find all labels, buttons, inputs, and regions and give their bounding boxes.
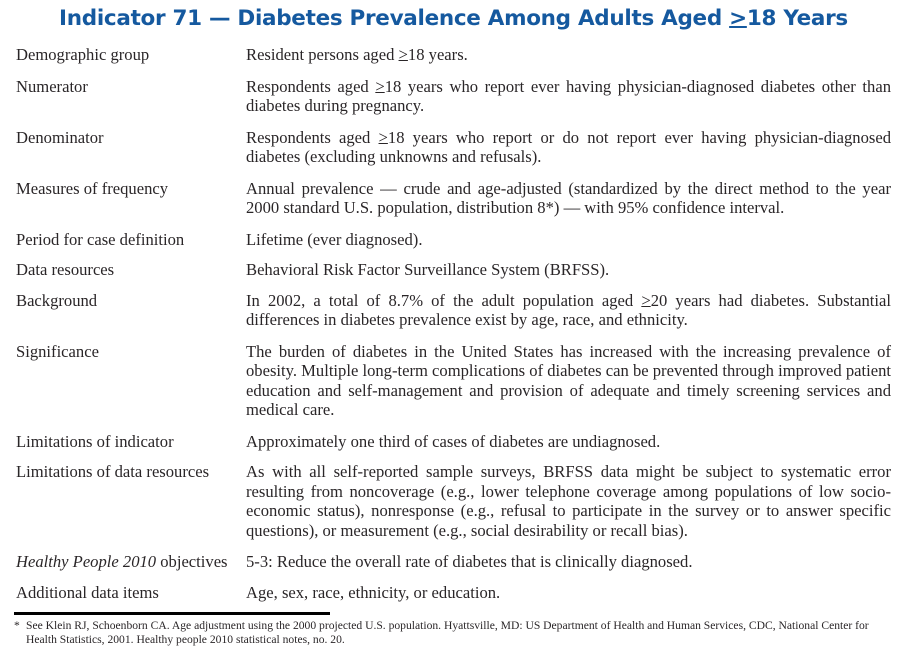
row-value-pre: In 2002, a total of 8.7% of the adult po… [246,290,642,310]
row-value: Behavioral Risk Factor Surveillance Syst… [246,260,610,279]
row-value-post: 20 years had diabetes. Substantial diffe… [246,290,891,330]
row-label: Additional data items [16,582,159,602]
table-row: Background In 2002, a total of 8.7% of t… [16,291,891,330]
greater-equal-icon: > [398,45,408,64]
row-value-post: 18 years who report or do not report eve… [246,127,891,167]
row-label: Significance [16,341,99,361]
definition-table: Demographic group Resident persons aged … [16,45,891,613]
row-label-roman: objectives [156,552,228,571]
table-row: Limitations of indicator Approximately o… [16,432,891,452]
row-label: Measures of frequency [16,178,169,198]
row-value: In 2002, a total of 8.7% of the adult po… [246,291,891,330]
row-value: 5-3: Reduce the overall rate of diabetes… [246,552,693,571]
row-value-pre: Resident persons aged [246,45,399,64]
row-value: Respondents aged >18 years who report or… [246,128,891,167]
footnote: * See Klein RJ, Schoenborn CA. Age adjus… [14,619,894,648]
row-label: Numerator [16,76,88,96]
table-row: Demographic group Resident persons aged … [16,45,891,65]
row-value: Annual prevalence — crude and age-adjust… [246,178,891,218]
row-label-italic: Healthy People 2010 [16,552,157,571]
row-label: Denominator [16,127,104,147]
greater-equal-icon: > [375,76,385,96]
row-label: Demographic group [16,45,150,64]
table-row: Additional data items Age, sex, race, et… [16,583,891,603]
row-label: Background [16,290,98,310]
row-label: Limitations of indicator [16,431,174,451]
footnote-text: See Klein RJ, Schoenborn CA. Age adjustm… [26,619,869,647]
row-label: Healthy People 2010 objectives [16,552,246,571]
table-row: Measures of frequency Annual prevalence … [16,179,891,218]
table-row: Healthy People 2010 objectives 5-3: Redu… [16,552,891,572]
row-value-post: 18 years who report ever having physicia… [246,76,891,116]
table-row: Significance The burden of diabetes in t… [16,342,891,420]
row-value: Approximately one third of cases of diab… [246,431,661,451]
greater-equal-icon: > [378,127,388,147]
page-title-prefix: Indicator 71 — Diabetes Prevalence Among… [59,6,730,31]
page-title-suffix: 18 Years [746,6,848,31]
row-value-pre: Respondents aged [246,127,379,147]
row-value: Respondents aged >18 years who report ev… [246,77,891,116]
row-value: Resident persons aged >18 years. [246,45,891,65]
footnote-divider [14,612,330,615]
row-value: The burden of diabetes in the United Sta… [246,341,891,420]
table-row: Numerator Respondents aged >18 years who… [16,77,891,116]
page-title: Indicator 71 — Diabetes Prevalence Among… [0,6,907,31]
footnote-marker: * [14,619,20,632]
greater-equal-icon: > [729,6,747,31]
table-row: Denominator Respondents aged >18 years w… [16,128,891,167]
table-row: Data resources Behavioral Risk Factor Su… [16,260,891,280]
row-value-post: 18 years. [407,45,468,64]
row-value-pre: Respondents aged [246,76,376,96]
row-label: Limitations of data resources [16,462,210,481]
row-value: As with all self-reported sample surveys… [246,462,891,540]
row-value: Lifetime (ever diagnosed). [246,229,423,249]
row-label: Data resources [16,260,115,279]
row-label: Period for case definition [16,229,185,249]
table-row: Limitations of data resources As with al… [16,462,891,540]
table-row: Period for case definition Lifetime (eve… [16,230,891,250]
greater-equal-icon: > [641,290,651,310]
row-value: Age, sex, race, ethnicity, or education. [246,582,501,602]
